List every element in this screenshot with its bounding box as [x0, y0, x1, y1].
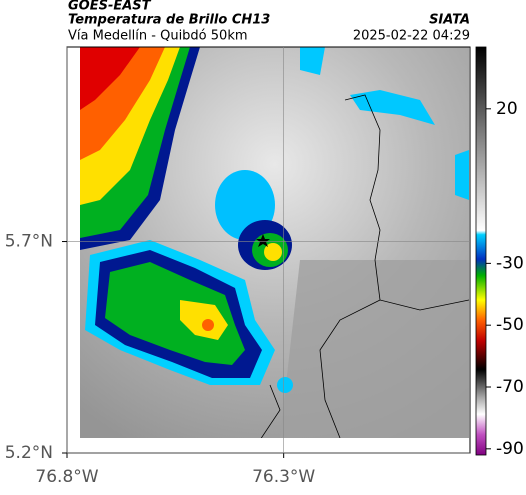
y-tick-label: 5.7°N: [5, 232, 53, 252]
satellite-image: [80, 47, 469, 438]
x-tick-label: 76.3°W: [252, 467, 315, 487]
title: GOES-EAST: [68, 0, 152, 14]
location-star: [256, 234, 270, 247]
timestamp: 2025-02-22 04:29: [353, 29, 470, 44]
source: SIATA: [429, 13, 470, 28]
route: Vía Medellín - Quibdó 50km: [68, 29, 248, 44]
colorbar-tick-label: -30: [496, 253, 524, 273]
colorbar: [475, 46, 487, 456]
colorbar-tick-label: 20: [496, 99, 518, 119]
colorbar-tick-label: -50: [496, 315, 524, 335]
colorbar-tick-label: -90: [496, 439, 524, 459]
subtitle: Temperatura de Brillo CH13: [68, 13, 270, 28]
axes: 76.8°W 76.3°W 5.2°N 5.7°N 20 -30 -50 -70 -90: [5, 47, 524, 487]
x-tick-label: 76.8°W: [35, 467, 98, 487]
colorbar-tick-label: -70: [496, 377, 524, 397]
y-tick-label: 5.2°N: [5, 443, 53, 463]
